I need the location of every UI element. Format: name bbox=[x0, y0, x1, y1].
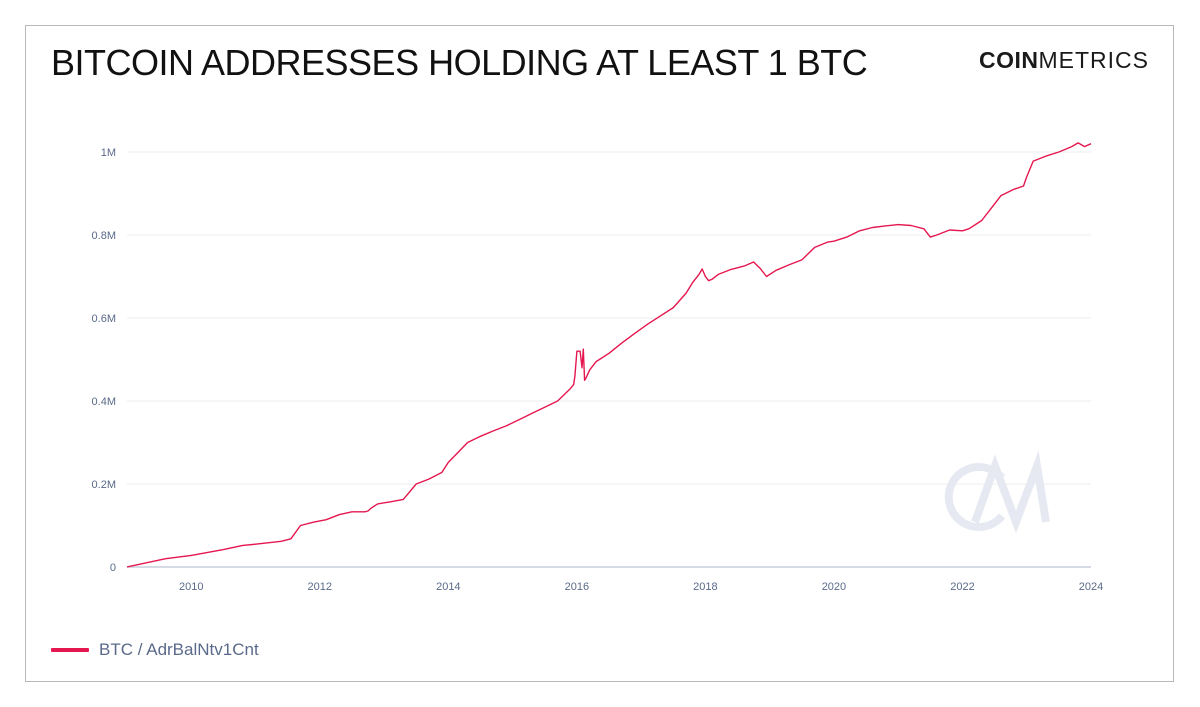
legend-swatch bbox=[51, 648, 89, 652]
x-tick-label: 2014 bbox=[436, 581, 460, 593]
y-tick-label: 0 bbox=[110, 562, 116, 574]
brand-logo-thin: METRICS bbox=[1038, 47, 1149, 73]
grid-layer bbox=[127, 151, 1091, 485]
x-tick-label: 2012 bbox=[308, 581, 332, 593]
series-line-adrbalntv1cnt bbox=[126, 142, 1092, 568]
x-tick-label: 2024 bbox=[1079, 581, 1103, 593]
x-tick-label: 2020 bbox=[822, 581, 846, 593]
chart-title: BITCOIN ADDRESSES HOLDING AT LEAST 1 BTC bbox=[51, 42, 868, 83]
legend[interactable]: BTC / AdrBalNtv1Cnt bbox=[51, 639, 259, 661]
x-tick-label: 2010 bbox=[179, 581, 203, 593]
cm-watermark-icon bbox=[944, 450, 1050, 534]
y-tick-label: 0.2M bbox=[92, 479, 116, 491]
brand-logo-bold: COIN bbox=[979, 47, 1039, 73]
y-tick-label: 1M bbox=[101, 147, 116, 159]
y-tick-label: 0.4M bbox=[92, 396, 116, 408]
brand-logo: COINMETRICS bbox=[979, 45, 1149, 75]
x-tick-label: 2016 bbox=[565, 581, 589, 593]
label-layer: 0 0.2M 0.4M 0.6M 0.8M 1M 2010 2012 2014 2016 2018 2… bbox=[92, 147, 1104, 593]
y-tick-label: 0.6M bbox=[92, 313, 116, 325]
series-layer bbox=[126, 142, 1092, 568]
legend-label: BTC / AdrBalNtv1Cnt bbox=[99, 640, 259, 659]
chart-frame bbox=[25, 25, 1174, 682]
x-tick-label: 2022 bbox=[950, 581, 974, 593]
x-tick-label: 2018 bbox=[693, 581, 717, 593]
y-tick-label: 0.8M bbox=[92, 230, 116, 242]
